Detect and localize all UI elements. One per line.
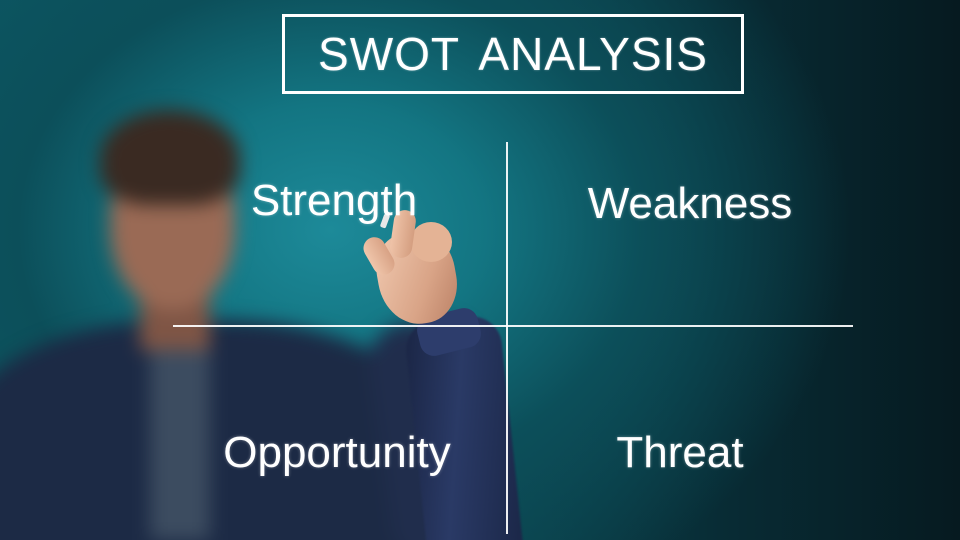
quadrant-strength: Strength (250, 176, 418, 225)
person-torso (0, 320, 440, 540)
quadrant-weakness: Weakness (587, 179, 793, 228)
quadrant-threat: Threat (616, 428, 744, 477)
person-hair (100, 110, 240, 205)
quadrant-divider-horizontal (173, 325, 853, 327)
quadrant-opportunity: Opportunity (223, 428, 451, 477)
quadrant-divider-vertical (506, 142, 508, 534)
person-shirt (150, 340, 210, 540)
hand-knuckles (410, 222, 452, 262)
swot-title: SWOT ANALYSIS (282, 14, 744, 94)
